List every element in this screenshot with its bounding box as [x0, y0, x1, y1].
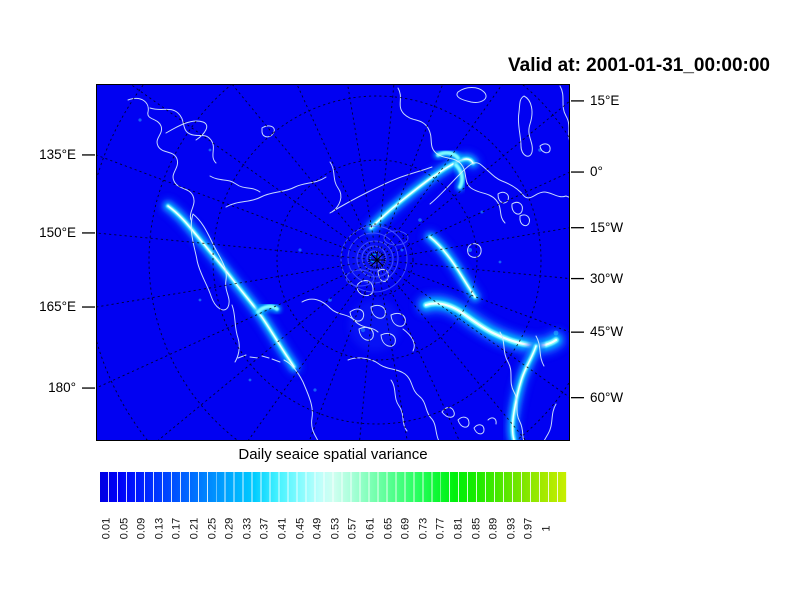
colorbar-tick-label: 0.41: [276, 517, 289, 540]
map-background: [96, 84, 570, 441]
map-caption: Daily seaice spatial variance: [238, 446, 428, 463]
colorbar-tick-label: 1: [540, 525, 553, 532]
colorbar-tick-label: 0.85: [470, 517, 483, 540]
colorbar-tick-label: 0.09: [135, 517, 148, 540]
colorbar-tick-label: 0.97: [522, 517, 535, 540]
colorbar-tick-label: 0.01: [100, 517, 113, 540]
colorbar-tick-label: 0.69: [399, 517, 412, 540]
colorbar-tick-label: 0.13: [153, 517, 166, 540]
axis-ticks: [82, 100, 584, 399]
colorbar-tick-label: 0.25: [206, 517, 219, 540]
colorbar-tick-label: 0.65: [382, 517, 395, 540]
colorbar-tick-label: 0.17: [170, 517, 183, 540]
colorbar-tick-label: 0.77: [434, 517, 447, 540]
colorbar-tick-label: 0.37: [258, 517, 271, 540]
colorbar-tick-label: 0.49: [311, 517, 324, 540]
axis-tick-label: 45°W: [590, 324, 624, 340]
colorbar-tick-label: 0.29: [223, 517, 236, 540]
colorbar-tick-label: 0.89: [487, 517, 500, 540]
axis-tick-label: 150°E: [39, 224, 76, 240]
colorbar-tick-label: 0.73: [417, 517, 430, 540]
axis-tick-label: 135°E: [39, 146, 76, 162]
axis-tick-label: 60°W: [590, 389, 624, 405]
colorbar-tick-label: 0.57: [346, 517, 359, 540]
colorbar-tick-label: 0.33: [241, 517, 254, 540]
axis-tick-label: 165°E: [39, 299, 76, 315]
colorbar-tick-label: 0.45: [294, 517, 307, 540]
axis-tick-label: 0°: [590, 164, 603, 180]
colorbar-tick-label: 0.53: [329, 517, 342, 540]
plot-title: Valid at: 2001-01-31_00:00:00: [508, 55, 770, 76]
colorbar-tick-label: 0.93: [505, 517, 518, 540]
colorbar-tick-label: 0.81: [452, 517, 465, 540]
colorbar-tick-label: 0.05: [118, 517, 131, 540]
axis-tick-label: 15°W: [590, 219, 624, 235]
axis-tick-label: 15°E: [590, 92, 620, 108]
north-pole-marker: [369, 252, 385, 268]
axis-tick-label: 180°: [48, 380, 76, 396]
colorbar: [100, 472, 567, 502]
map-border: [96, 84, 570, 441]
colorbar-tick-label: 0.61: [364, 517, 377, 540]
colorbar-segment-separators: [100, 472, 567, 502]
colorbar-tick-label: 0.21: [188, 517, 201, 540]
axis-tick-label: 30°W: [590, 270, 624, 286]
pole-contours: [340, 225, 409, 293]
